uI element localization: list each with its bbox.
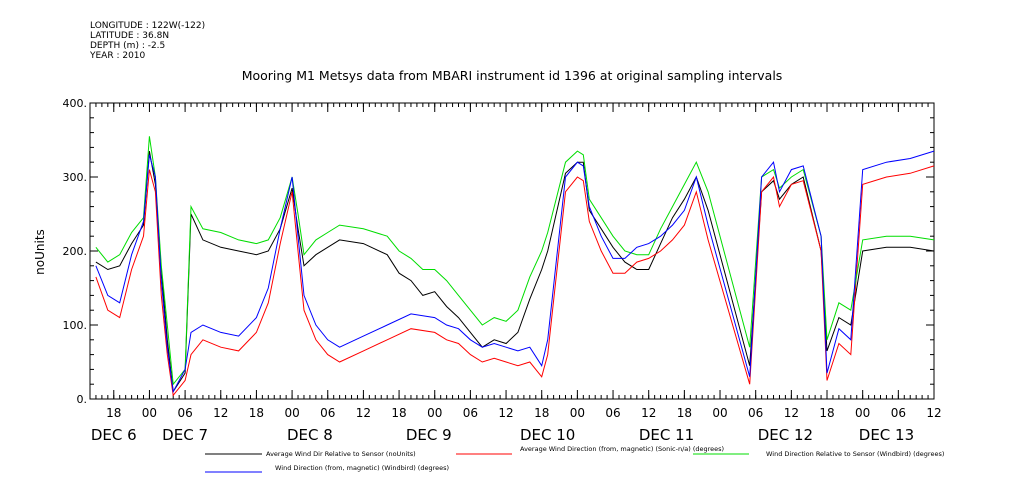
plot-frame: [89, 102, 935, 400]
series-line-2: [95, 165, 935, 397]
y-axis-label: noUnits: [33, 229, 47, 275]
day-label: DEC 9: [406, 426, 452, 444]
day-label: DEC 11: [639, 426, 694, 444]
y-tick-label: 300.: [63, 171, 88, 184]
y-tick-label: 400.: [63, 97, 88, 110]
day-label: DEC 8: [287, 426, 333, 444]
day-label: DEC 12: [758, 426, 813, 444]
metadata-block: LONGITUDE : 122W(-122) LATITUDE : 36.8N …: [90, 21, 205, 61]
x-tick-label: 06: [463, 406, 478, 420]
legend-label: Wind Direction (from, magnetic) (Windbir…: [275, 464, 449, 472]
day-label: DEC 10: [520, 426, 575, 444]
legend-label: Average Wind Direction (from, magnetic) …: [520, 445, 724, 453]
x-tick-label: 12: [356, 406, 371, 420]
latitude-text: LATITUDE : 36.8N: [90, 31, 170, 41]
day-label: DEC 7: [162, 426, 208, 444]
x-tick-label: 00: [712, 406, 727, 420]
series-line-1: [95, 151, 935, 394]
legend: Average Wind Dir Relative to Sensor (noU…: [205, 445, 944, 473]
x-tick-label: 00: [284, 406, 299, 420]
x-tick-label: 06: [605, 406, 620, 420]
x-tick-label: 06: [748, 406, 763, 420]
x-tick-label: 12: [641, 406, 656, 420]
chart-title: Mooring M1 Metsys data from MBARI instru…: [242, 68, 783, 83]
x-tick-label: 18: [106, 406, 121, 420]
series-line-3: [95, 136, 935, 386]
x-tick-label: 18: [819, 406, 834, 420]
x-tick-label: 12: [926, 406, 941, 420]
axes: 0. 100. 200. 300. 400. 18 00 06 12 18 00 06 12 18 00 06…: [63, 97, 942, 444]
x-tick-label: 06: [320, 406, 335, 420]
day-label: DEC 13: [859, 426, 914, 444]
x-tick-label: 12: [784, 406, 799, 420]
series-layer: [95, 136, 935, 397]
y-tick-label: 100.: [63, 319, 88, 332]
x-tick-label: 18: [391, 406, 406, 420]
x-tick-label: 18: [534, 406, 549, 420]
legend-label: Wind Direction Relative to Sensor (Windb…: [766, 450, 944, 458]
series-line-4: [95, 150, 935, 394]
x-tick-label: 00: [427, 406, 442, 420]
x-tick-label: 00: [570, 406, 585, 420]
x-tick-label: 18: [249, 406, 264, 420]
y-tick-label: 200.: [63, 245, 88, 258]
x-tick-label: 00: [142, 406, 157, 420]
longitude-text: LONGITUDE : 122W(-122): [90, 21, 206, 31]
year-text: YEAR : 2010: [90, 51, 146, 61]
depth-text: DEPTH (m) : -2.5: [90, 41, 166, 51]
day-label: DEC 6: [91, 426, 137, 444]
x-tick-label: 18: [677, 406, 692, 420]
legend-label: Average Wind Dir Relative to Sensor (noU…: [266, 450, 416, 458]
x-tick-label: 12: [213, 406, 228, 420]
x-tick-label: 12: [498, 406, 513, 420]
y-tick-label: 0.: [77, 393, 88, 406]
x-tick-label: 06: [177, 406, 192, 420]
x-tick-label: 06: [891, 406, 906, 420]
x-tick-label: 00: [855, 406, 870, 420]
